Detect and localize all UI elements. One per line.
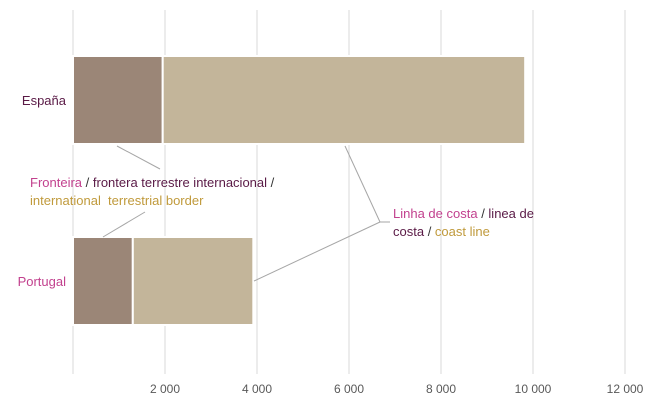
border-annotation-line1: Fronteira / frontera terrestre internaci… (30, 175, 275, 190)
category-label: Portugal (18, 274, 67, 289)
category-label: España (22, 93, 67, 108)
bar-segment-coast (131, 236, 255, 326)
coast-annotation-line1: Linha de costa / linea de (393, 206, 534, 221)
border-label-pt: Fronteira (30, 175, 83, 190)
x-tick-label: 2 000 (150, 382, 180, 394)
annotations: Fronteira / frontera terrestre internaci… (30, 175, 534, 239)
x-tick-labels: 2 000 4 000 6 000 8 000 10 000 12 000 (150, 382, 644, 394)
leader-line (116, 145, 161, 170)
bars (72, 55, 527, 326)
separator: / (478, 206, 489, 221)
bar-segment-coast (161, 55, 527, 145)
coast-annotation-line2: costa / coast line (393, 224, 490, 239)
leader-line (253, 221, 381, 282)
x-tick-label: 10 000 (515, 382, 552, 394)
leader-line (344, 145, 381, 223)
x-tick-label: 8 000 (426, 382, 456, 394)
separator: / (267, 175, 275, 190)
x-tick-label: 6 000 (334, 382, 364, 394)
bar-segment-border (72, 236, 134, 326)
coast-label-en: coast line (435, 224, 490, 239)
coast-label-pt: Linha de costa (393, 206, 478, 221)
category-labels: España Portugal (18, 93, 67, 289)
leader-lines (102, 145, 390, 282)
x-tick-label: 12 000 (607, 382, 644, 394)
coast-label-es-part2: costa (393, 224, 425, 239)
leader-line (102, 211, 146, 238)
coast-label-es-part1: linea de (488, 206, 534, 221)
separator: / (82, 175, 93, 190)
x-tick-label: 4 000 (242, 382, 272, 394)
bar-segment-border (72, 55, 164, 145)
border-label-es: frontera terrestre internacional (93, 175, 267, 190)
border-label-en: international terrestrial border (30, 193, 204, 208)
separator: / (424, 224, 435, 239)
